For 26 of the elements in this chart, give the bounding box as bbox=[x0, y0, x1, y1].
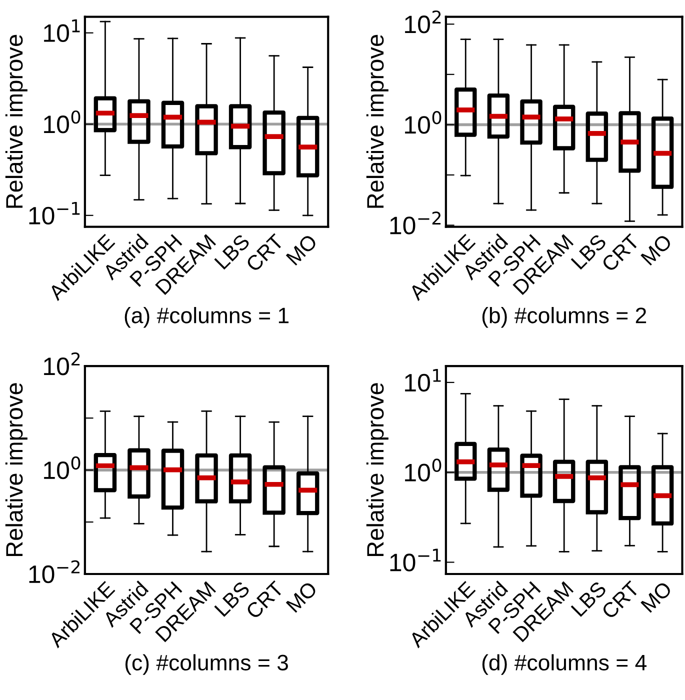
y-tick-label: 10$^{−1}$ bbox=[390, 548, 441, 572]
y-tick-label: 10$^{−2}$ bbox=[390, 212, 440, 234]
x-axis-title: (a) #columns = 1 bbox=[124, 307, 289, 328]
y-tick-label: 10$^{0}$ bbox=[405, 110, 442, 134]
x-tick-label: LBS bbox=[214, 580, 250, 618]
y-tick-label: 10$^{1}$ bbox=[405, 369, 441, 392]
y-tick-label: 10$^{0}$ bbox=[405, 458, 442, 482]
x-axis-title: (c) #columns = 3 bbox=[125, 654, 288, 675]
y-axis-title: Relative improve bbox=[366, 383, 388, 556]
y-tick-label: 10$^{0}$ bbox=[44, 110, 80, 134]
y-tick-label: 10$^{0}$ bbox=[44, 456, 80, 480]
y-axis-title: Relative improve bbox=[366, 34, 388, 208]
x-tick-label: MO bbox=[640, 233, 673, 266]
y-tick-label: 10$^{2}$ bbox=[44, 352, 80, 376]
y-tick-label: 10$^{−2}$ bbox=[29, 560, 80, 584]
y-tick-label: 10$^{2}$ bbox=[405, 10, 441, 34]
y-axis-title: Relative improve bbox=[5, 383, 28, 556]
x-tick-label: MO bbox=[286, 580, 318, 613]
y-axis-title: Relative improve bbox=[5, 34, 28, 208]
x-tick-label: MO bbox=[286, 233, 318, 266]
x-tick-label: LBS bbox=[214, 233, 250, 270]
x-axis-title: (d) #columns = 4 bbox=[482, 654, 647, 675]
y-tick-label: 10$^{−1}$ bbox=[29, 202, 80, 225]
y-tick-label: 10$^{1}$ bbox=[44, 19, 80, 42]
x-axis-title: (b) #columns = 2 bbox=[482, 307, 646, 328]
x-tick-label: MO bbox=[640, 580, 673, 613]
